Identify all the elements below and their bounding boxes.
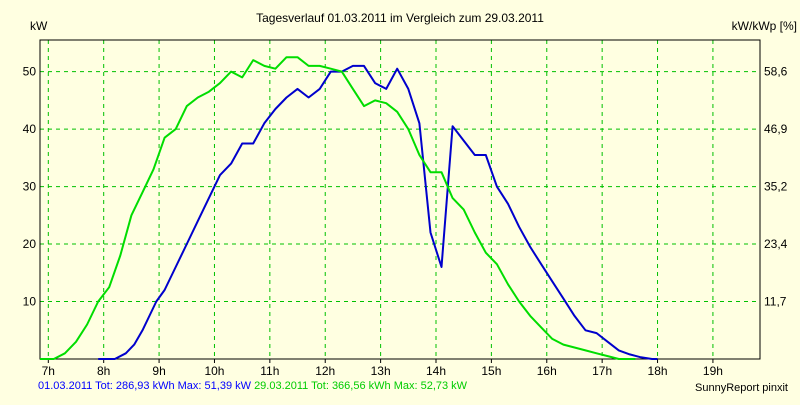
legend-series-1: 01.03.2011 Tot: 286,93 kWh Max: 51,39 kW — [38, 380, 251, 392]
x-tick-label: 8h — [97, 364, 110, 378]
y-tick-label: 30 — [23, 180, 37, 194]
y2-axis-label: kW/kWp [%] — [732, 19, 797, 33]
y-axis-label: kW — [30, 19, 48, 33]
x-tick-label: 12h — [315, 364, 335, 378]
y2-tick-label: 58,6 — [764, 65, 788, 79]
series-line-2 — [40, 56, 636, 360]
label-layer: Tagesverlauf 01.03.2011 im Vergleich zum… — [30, 11, 797, 33]
y-tick-label: 50 — [23, 65, 37, 79]
y2-tick-label: 23,4 — [764, 237, 788, 251]
x-tick-label: 16h — [537, 364, 557, 378]
x-tick-label: 17h — [592, 364, 612, 378]
x-tick-label: 15h — [481, 364, 501, 378]
grid-layer — [40, 40, 760, 359]
y-tick-label: 40 — [23, 122, 37, 136]
y-tick-label: 20 — [23, 237, 37, 251]
credit-text: SunnyReport pinxit — [695, 382, 788, 394]
x-tick-label: 9h — [152, 364, 165, 378]
y2-tick-label: 11,7 — [764, 295, 787, 309]
x-tick-label: 14h — [426, 364, 446, 378]
x-tick-label: 13h — [371, 364, 391, 378]
y-tick-label: 10 — [23, 295, 37, 309]
axis-layer: 7h 8h 9h 10h 11h 12h 13h 14h 15h 16h 17h 18h 19h 10 20… — [23, 39, 788, 378]
legend-series-2: 29.03.2011 Tot: 366,56 kWh Max: 52,73 kW — [254, 380, 468, 392]
x-tick-label: 7h — [42, 364, 55, 378]
x-tick-label: 18h — [648, 364, 668, 378]
series-layer — [40, 56, 658, 360]
x-tick-label: 19h — [703, 364, 723, 378]
plot-frame — [39, 39, 761, 360]
x-tick-label: 11h — [260, 364, 279, 378]
series-line-1 — [98, 64, 658, 360]
y2-tick-label: 46,9 — [764, 122, 788, 136]
legend-footer: 01.03.2011 Tot: 286,93 kWh Max: 51,39 kW… — [38, 380, 467, 392]
y2-tick-label: 35,2 — [764, 180, 788, 194]
x-tick-label: 10h — [204, 364, 224, 378]
chart-title: Tagesverlauf 01.03.2011 im Vergleich zum… — [256, 11, 544, 25]
